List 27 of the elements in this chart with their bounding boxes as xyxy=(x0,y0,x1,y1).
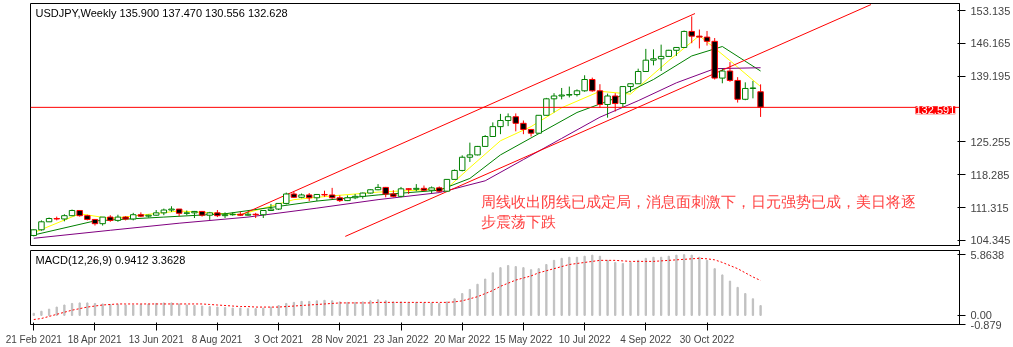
x-tick-label: 23 Jan 2022 xyxy=(373,333,429,345)
chart-title: USDJPY,Weekly 135.900 137.470 130.556 132.628 xyxy=(35,6,288,19)
chart-title: MACD(12,26,9) 0.9412 3.3628 xyxy=(35,253,186,266)
x-tick-label: 8 Aug 2021 xyxy=(191,333,243,345)
y-tick-label: 125.255 xyxy=(970,135,1011,148)
x-tick-label: 20 Mar 2022 xyxy=(434,333,491,345)
y-tick-label: 153.135 xyxy=(970,4,1011,17)
y-tick-label: 104.345 xyxy=(970,234,1011,247)
y-tick-label: 5.8638 xyxy=(970,248,1005,261)
ref-line-label: 132.591 xyxy=(915,104,956,117)
x-tick-label: 30 Oct 2022 xyxy=(679,333,735,345)
x-tick-label: 3 Oct 2021 xyxy=(254,333,304,345)
x-tick-label: 28 Nov 2021 xyxy=(311,333,369,345)
x-tick-label: 4 Sep 2022 xyxy=(620,333,672,345)
candlestick xyxy=(604,93,611,119)
candlestick xyxy=(244,211,252,217)
line-series xyxy=(33,257,762,321)
x-tick-label: 13 Jun 2021 xyxy=(128,333,185,345)
y-tick-label: 118.285 xyxy=(970,168,1010,181)
y-tick-label: 146.165 xyxy=(970,37,1011,50)
x-tick-label: 21 Feb 2021 xyxy=(5,333,63,345)
annotation: 周线收出阴线已成定局，消息面刺激下，日元强势已成，美日将逐步震荡下跌 xyxy=(480,193,916,231)
y-tick-label: 111.315 xyxy=(970,201,1009,214)
x-tick-label: 10 Jul 2022 xyxy=(558,333,611,345)
x-tick-label: 18 Apr 2021 xyxy=(67,333,123,345)
y-tick-label: 139.195 xyxy=(970,70,1011,83)
x-tick-label: 15 May 2022 xyxy=(494,333,553,345)
